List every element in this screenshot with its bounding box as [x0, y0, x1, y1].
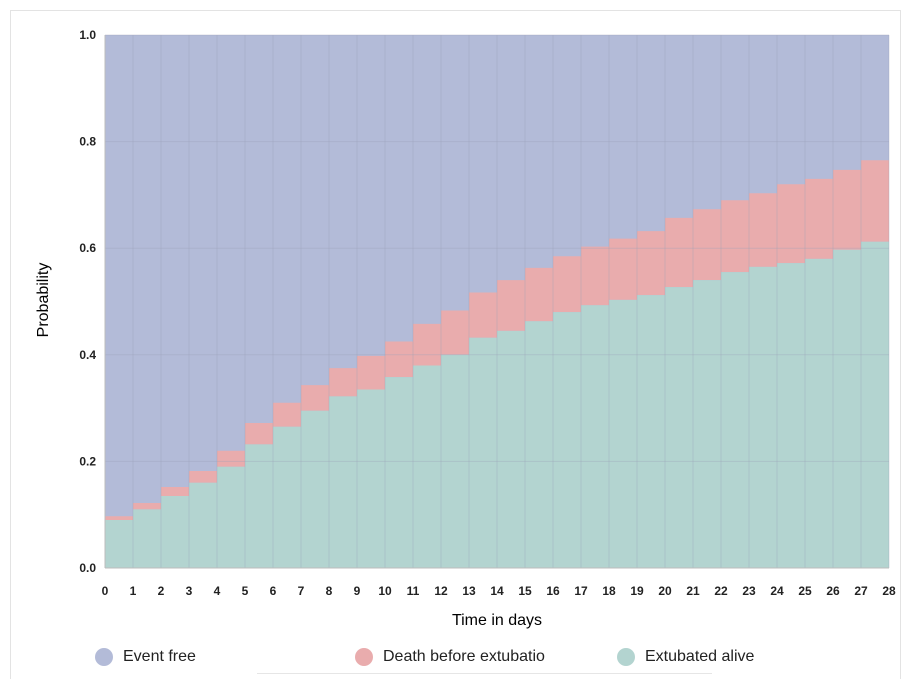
y-tick-label: 0.8	[79, 135, 96, 149]
x-tick-label: 26	[826, 584, 840, 598]
legend-label-death: Death before extubatio	[383, 648, 545, 665]
x-tick-label: 9	[354, 584, 361, 598]
legend-dot-event-free	[95, 648, 113, 666]
x-tick-label: 0	[102, 584, 109, 598]
y-tick-label: 0.6	[79, 241, 96, 255]
y-axis-title: Probability	[35, 263, 52, 338]
x-tick-label: 7	[298, 584, 305, 598]
x-tick-label: 17	[574, 584, 588, 598]
x-tick-label: 28	[882, 584, 896, 598]
x-tick-label: 19	[630, 584, 644, 598]
x-tick-label: 18	[602, 584, 616, 598]
legend-label-extubated: Extubated alive	[645, 648, 755, 665]
x-axis-title: Time in days	[452, 612, 542, 629]
x-tick-label: 16	[546, 584, 560, 598]
x-tick-label: 22	[714, 584, 728, 598]
x-tick-label: 12	[434, 584, 448, 598]
stacked-areas	[105, 35, 889, 568]
legend-item-extubated[interactable]: Extubated alive	[617, 648, 754, 666]
x-tick-label: 20	[658, 584, 672, 598]
x-tick-label: 8	[326, 584, 333, 598]
x-tick-label: 5	[242, 584, 249, 598]
x-tick-label: 1	[130, 584, 137, 598]
legend-item-death[interactable]: Death before extubatio	[355, 648, 545, 666]
x-tick-label: 10	[378, 584, 392, 598]
y-axis-ticks: 0.0 0.2 0.4 0.6 0.8 1.0	[79, 28, 96, 575]
legend-label-event-free: Event free	[123, 648, 196, 665]
x-tick-label: 3	[186, 584, 193, 598]
area-death-before-extubation	[105, 160, 889, 521]
legend-item-event-free[interactable]: Event free	[95, 648, 196, 666]
legend-dot-death	[355, 648, 373, 666]
grid-lines	[104, 34, 890, 569]
x-tick-label: 24	[770, 584, 784, 598]
x-tick-label: 21	[686, 584, 700, 598]
y-tick-label: 0.4	[79, 348, 96, 362]
area-extubated-alive	[105, 241, 889, 568]
legend-separator	[257, 673, 712, 674]
x-tick-label: 23	[742, 584, 756, 598]
x-tick-label: 13	[462, 584, 476, 598]
x-tick-label: 14	[490, 584, 504, 598]
legend: Event free Death before extubatio Extuba…	[95, 648, 835, 672]
x-tick-label: 11	[407, 584, 420, 598]
y-tick-label: 0.0	[79, 561, 96, 575]
x-tick-label: 25	[798, 584, 812, 598]
x-tick-label: 6	[270, 584, 277, 598]
x-tick-label: 15	[518, 584, 532, 598]
legend-dot-extubated	[617, 648, 635, 666]
x-axis-ticks: 0 1 2 3 4 5 6 7 8 9 10 11 12 13 14 15 16 17 18 19 20 21 22 23 24…	[102, 584, 896, 598]
x-tick-label: 4	[214, 584, 221, 598]
chart-frame	[10, 10, 901, 679]
y-tick-label: 1.0	[79, 28, 96, 42]
y-tick-label: 0.2	[79, 454, 96, 468]
x-tick-label: 27	[854, 584, 868, 598]
x-tick-label: 2	[158, 584, 165, 598]
